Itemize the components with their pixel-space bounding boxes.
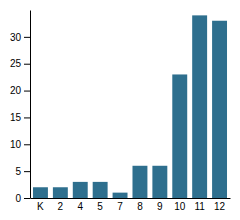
x-tick-label: 11 bbox=[194, 201, 205, 212]
y-tick-label: 15 bbox=[10, 112, 22, 123]
x-tick-label: 10 bbox=[174, 201, 186, 212]
y-axis: 0 5 10 15 20 25 30 bbox=[10, 11, 31, 204]
y-tick-mark bbox=[24, 198, 30, 199]
bar bbox=[113, 193, 128, 198]
x-tick: 4 bbox=[77, 201, 83, 212]
x-tick-label: K bbox=[37, 201, 44, 212]
y-tick: 0 bbox=[15, 193, 30, 204]
bar bbox=[33, 187, 48, 198]
bar bbox=[152, 166, 167, 198]
bars bbox=[33, 15, 227, 198]
x-tick-label: 5 bbox=[97, 201, 103, 212]
y-tick: 30 bbox=[10, 32, 30, 43]
x-tick-label: 9 bbox=[157, 201, 163, 212]
x-tick-label: 4 bbox=[77, 201, 83, 212]
y-tick: 20 bbox=[10, 85, 30, 96]
y-tick-mark bbox=[24, 37, 30, 38]
plot: 0 5 10 15 20 25 30 K 2 4 5 7 8 9 10 11 12 bbox=[10, 11, 231, 213]
bar bbox=[53, 187, 68, 198]
x-axis: K 2 4 5 7 8 9 10 11 12 bbox=[31, 199, 231, 213]
x-tick: 7 bbox=[117, 201, 123, 212]
x-tick: K bbox=[37, 201, 44, 212]
x-tick: 12 bbox=[214, 201, 226, 212]
y-tick-mark bbox=[24, 117, 30, 118]
y-tick-label: 0 bbox=[15, 193, 21, 204]
x-tick: 9 bbox=[157, 201, 163, 212]
y-tick: 10 bbox=[10, 139, 30, 150]
x-tick: 5 bbox=[97, 201, 103, 212]
x-axis-line bbox=[31, 198, 231, 199]
y-tick-label: 30 bbox=[10, 32, 22, 43]
y-tick: 25 bbox=[10, 58, 30, 69]
y-tick-mark bbox=[24, 144, 30, 145]
y-tick-label: 10 bbox=[10, 139, 22, 150]
x-tick: 2 bbox=[58, 201, 64, 212]
y-tick-label: 20 bbox=[10, 85, 22, 96]
y-tick-mark bbox=[24, 64, 30, 65]
bar bbox=[192, 15, 207, 198]
x-tick-label: 7 bbox=[117, 201, 123, 212]
bar bbox=[212, 21, 227, 198]
x-tick-label: 12 bbox=[214, 201, 226, 212]
x-tick-label: 8 bbox=[137, 201, 143, 212]
bar bbox=[93, 182, 108, 198]
y-tick: 5 bbox=[15, 166, 30, 177]
bar bbox=[73, 182, 88, 198]
y-tick: 15 bbox=[10, 112, 30, 123]
bar bbox=[132, 166, 147, 198]
bar bbox=[172, 74, 187, 198]
x-tick: 8 bbox=[137, 201, 143, 212]
x-tick: 10 bbox=[174, 201, 186, 212]
chart: 0 5 10 15 20 25 30 K 2 4 5 7 8 9 10 11 12 bbox=[0, 0, 240, 220]
y-axis-line bbox=[30, 11, 31, 199]
x-tick-label: 2 bbox=[58, 201, 64, 212]
y-tick-label: 5 bbox=[15, 166, 21, 177]
x-tick: 11 bbox=[194, 201, 205, 212]
y-tick-mark bbox=[24, 91, 30, 92]
y-tick-mark bbox=[24, 171, 30, 172]
y-tick-label: 25 bbox=[10, 58, 22, 69]
